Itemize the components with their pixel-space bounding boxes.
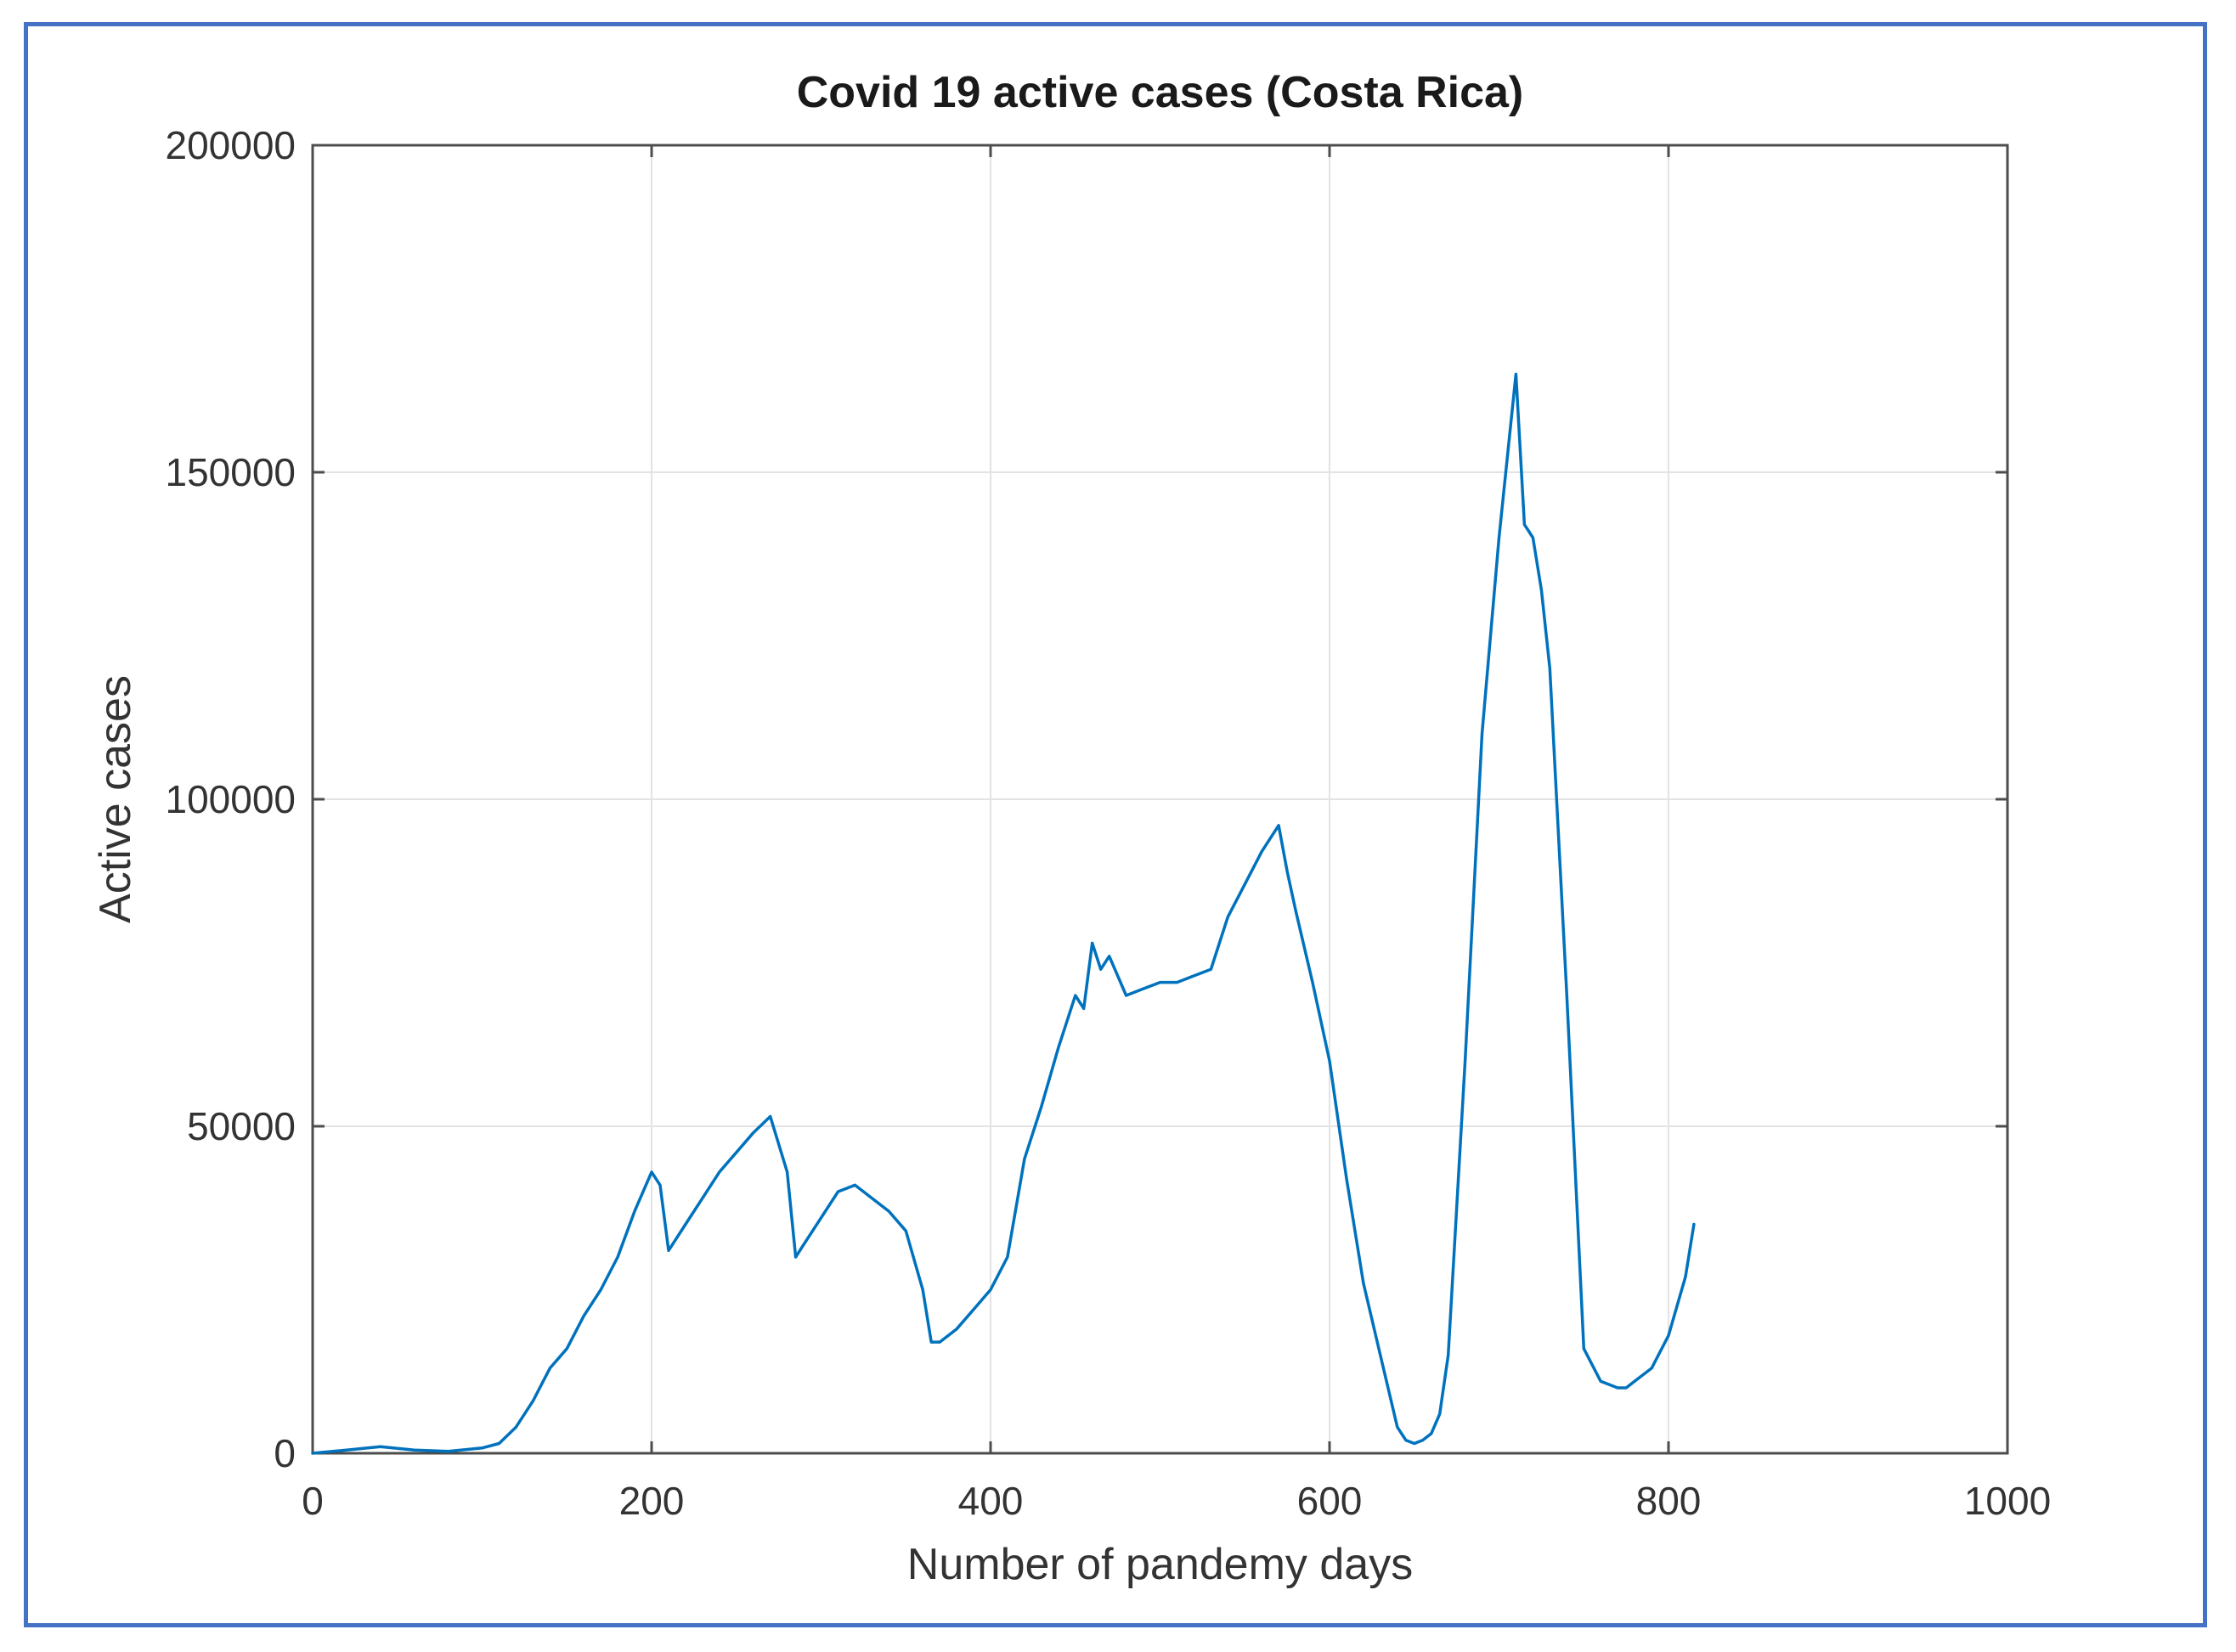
series-line: [311, 372, 1696, 1455]
figure-frame: 0 200 400 600 800 1000 0 50000 100000 150000 20000…: [24, 22, 2207, 1627]
x-tick-label: 1000: [1964, 1479, 2051, 1523]
grid-layer: [312, 144, 2008, 1454]
chart-title: Covid 19 active cases (Costa Rica): [797, 68, 1524, 117]
x-tick-label: 800: [1636, 1479, 1702, 1523]
series-layer: [311, 372, 1696, 1455]
line-chart: 0 200 400 600 800 1000 0 50000 100000 150000 20000…: [91, 68, 2052, 1589]
x-tick-label: 200: [619, 1479, 685, 1523]
y-tick-label: 50000: [187, 1104, 296, 1148]
y-tick-label: 150000: [166, 450, 296, 494]
y-tick-label: 200000: [166, 123, 296, 167]
y-tick-label: 100000: [166, 777, 296, 821]
x-axis-label: Number of pandemy days: [907, 1540, 1413, 1589]
x-tick-label: 0: [302, 1479, 324, 1523]
y-axis-label: Active cases: [91, 675, 140, 923]
tick-layer: 0 200 400 600 800 1000 0 50000 100000 150000 20000…: [166, 123, 2052, 1523]
x-tick-label: 400: [958, 1479, 1024, 1523]
y-tick-label: 0: [274, 1431, 296, 1475]
x-tick-label: 600: [1297, 1479, 1363, 1523]
